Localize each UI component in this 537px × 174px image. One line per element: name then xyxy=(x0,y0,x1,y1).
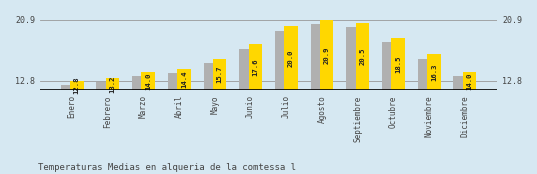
Text: 13.2: 13.2 xyxy=(110,75,115,93)
Bar xyxy=(249,44,262,174)
Text: 17.6: 17.6 xyxy=(252,59,258,76)
Bar xyxy=(310,24,324,174)
Bar xyxy=(463,72,476,174)
Text: 12.8: 12.8 xyxy=(74,77,79,94)
Text: 20.0: 20.0 xyxy=(288,50,294,67)
Bar xyxy=(418,59,431,174)
Text: 20.9: 20.9 xyxy=(324,46,330,64)
Bar xyxy=(141,72,155,174)
Bar xyxy=(320,19,333,174)
Bar xyxy=(96,82,110,174)
Bar xyxy=(106,78,119,174)
Text: 18.5: 18.5 xyxy=(395,55,401,73)
Bar xyxy=(61,85,74,174)
Bar xyxy=(132,76,146,174)
Text: 14.0: 14.0 xyxy=(145,72,151,90)
Bar xyxy=(382,42,396,174)
Bar xyxy=(391,38,405,174)
Text: Temperaturas Medias en alqueria de la comtessa l: Temperaturas Medias en alqueria de la co… xyxy=(38,163,295,172)
Text: 16.3: 16.3 xyxy=(431,64,437,81)
Bar xyxy=(177,69,191,174)
Bar xyxy=(213,59,227,174)
Text: 14.4: 14.4 xyxy=(181,71,187,88)
Bar xyxy=(284,26,298,174)
Bar xyxy=(168,73,182,174)
Text: 14.0: 14.0 xyxy=(467,72,473,90)
Bar xyxy=(275,31,288,174)
Bar xyxy=(70,81,83,174)
Bar xyxy=(239,49,253,174)
Bar xyxy=(355,23,369,174)
Bar xyxy=(454,76,467,174)
Bar xyxy=(204,63,217,174)
Bar xyxy=(346,27,360,174)
Text: 15.7: 15.7 xyxy=(216,66,222,83)
Bar xyxy=(427,54,441,174)
Text: 20.5: 20.5 xyxy=(359,48,365,65)
